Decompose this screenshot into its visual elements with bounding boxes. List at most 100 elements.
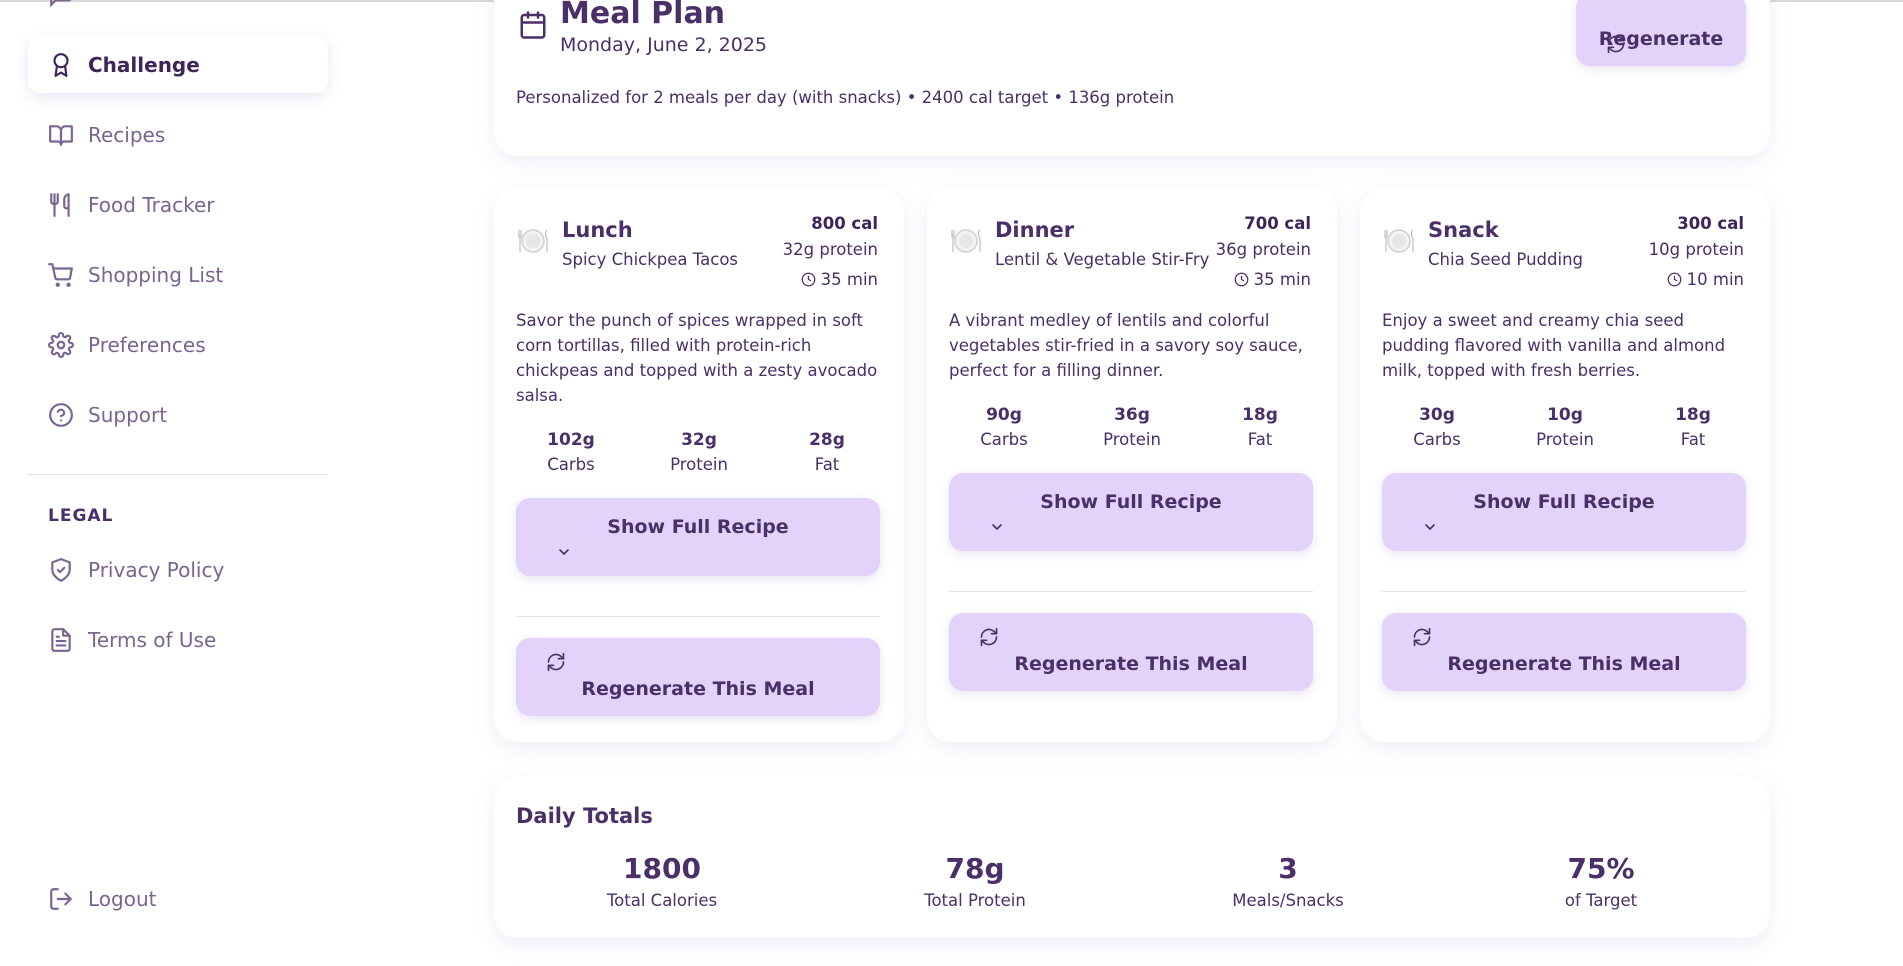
show-full-recipe-button[interactable]: Show Full Recipe xyxy=(1382,473,1746,551)
meal-time-value: 35 min xyxy=(820,270,878,289)
sidebar-item-terms-of-use[interactable]: Terms of Use xyxy=(28,611,328,668)
meal-divider xyxy=(516,616,880,617)
sidebar-divider xyxy=(28,474,328,475)
sidebar-item-food-tracker[interactable]: Food Tracker xyxy=(28,176,328,233)
regenerate-meal-button[interactable]: Regenerate This Meal xyxy=(516,638,880,716)
meal-description: Enjoy a sweet and creamy chia seed puddi… xyxy=(1382,311,1726,380)
meal-divider xyxy=(949,591,1313,592)
cart-icon xyxy=(48,262,73,287)
chevron-down-icon xyxy=(559,549,569,555)
sidebar-item-shopping-list[interactable]: Shopping List xyxy=(28,246,328,303)
regenerate-meal-label: Regenerate This Meal xyxy=(581,678,815,700)
refresh-icon xyxy=(547,652,565,672)
sidebar-item-support[interactable]: Support xyxy=(28,386,328,443)
sidebar-item-label: Challenge xyxy=(88,52,200,77)
regenerate-meal-button[interactable]: Regenerate This Meal xyxy=(1382,613,1746,691)
logout-label: Logout xyxy=(88,886,157,911)
macro-value: 18g xyxy=(1675,405,1711,425)
chat-icon xyxy=(50,0,72,8)
meal-description: Savor the punch of spices wrapped in sof… xyxy=(516,311,878,405)
show-full-recipe-label: Show Full Recipe xyxy=(607,516,789,538)
regenerate-meal-button[interactable]: Regenerate This Meal xyxy=(949,613,1313,691)
sidebar-item-preferences[interactable]: Preferences xyxy=(28,316,328,373)
total-target: 75% of Target xyxy=(1481,852,1721,910)
clock-icon xyxy=(801,272,816,287)
book-icon xyxy=(49,124,73,146)
meal-calories: 300 cal xyxy=(1677,214,1744,233)
total-value: 3 xyxy=(1278,852,1298,885)
sidebar-item-label: Terms of Use xyxy=(88,627,217,652)
macro-fat: 18g Fat xyxy=(1205,405,1315,449)
plate-icon xyxy=(951,229,981,253)
daily-totals: Daily Totals 1800 Total Calories 78g Total… xyxy=(494,776,1770,938)
sidebar-item-recipes[interactable]: Recipes xyxy=(28,106,328,163)
sidebar-item-label: Support xyxy=(88,402,168,427)
macro-value: 36g xyxy=(1114,405,1150,425)
macro-value: 10g xyxy=(1547,405,1583,425)
clock-icon xyxy=(1234,272,1249,287)
macro-protein: 32g Protein xyxy=(644,430,754,474)
meal-card-snack: Snack Chia Seed Pudding 300 cal 10g prot… xyxy=(1360,188,1770,742)
meal-name: Spicy Chickpea Tacos xyxy=(562,250,739,269)
meal-card-dinner: Dinner Lentil & Vegetable Stir-Fry 700 c… xyxy=(927,188,1337,742)
sidebar-item-challenge[interactable]: Challenge xyxy=(28,36,328,93)
refresh-icon xyxy=(1413,627,1431,647)
show-full-recipe-button[interactable]: Show Full Recipe xyxy=(949,473,1313,551)
plan-description: Personalized for 2 meals per day (with s… xyxy=(516,88,1175,107)
document-icon xyxy=(51,627,71,652)
meal-protein: 32g protein xyxy=(782,240,878,259)
logout-icon xyxy=(50,887,72,910)
macro-label: Protein xyxy=(670,455,728,474)
macro-value: 28g xyxy=(809,430,845,450)
macro-label: Fat xyxy=(1247,430,1273,449)
meal-protein: 10g protein xyxy=(1648,240,1744,259)
gear-icon xyxy=(48,331,74,358)
macro-label: Protein xyxy=(1103,430,1161,449)
meal-card-lunch: Lunch Spicy Chickpea Tacos 800 cal 32g p… xyxy=(494,188,904,742)
macro-value: 30g xyxy=(1419,405,1455,425)
shield-check-icon xyxy=(51,557,71,582)
sidebar-item-label: Food Tracker xyxy=(88,192,215,217)
meal-time-value: 10 min xyxy=(1686,270,1744,289)
total-label: Total Calories xyxy=(606,891,718,910)
sidebar-item-label: Preferences xyxy=(88,332,206,357)
macro-fat: 28g Fat xyxy=(772,430,882,474)
sidebar-item-label: Recipes xyxy=(88,122,166,147)
meal-description: A vibrant medley of lentils and colorful… xyxy=(949,311,1303,380)
macro-value: 90g xyxy=(986,405,1022,425)
total-value: 1800 xyxy=(623,852,701,885)
meal-divider xyxy=(1382,591,1746,592)
show-full-recipe-button[interactable]: Show Full Recipe xyxy=(516,498,880,576)
total-value: 75% xyxy=(1567,852,1635,885)
show-full-recipe-label: Show Full Recipe xyxy=(1040,491,1222,513)
macro-label: Carbs xyxy=(547,455,595,474)
macro-fat: 18g Fat xyxy=(1638,405,1748,449)
meal-time: 35 min xyxy=(801,270,878,289)
total-label: Total Protein xyxy=(924,891,1026,910)
meal-time: 10 min xyxy=(1667,270,1744,289)
meal-calories: 800 cal xyxy=(811,214,878,233)
meal-name: Chia Seed Pudding xyxy=(1428,250,1583,269)
meal-type: Dinner xyxy=(995,218,1075,242)
regenerate-meal-label: Regenerate This Meal xyxy=(1447,653,1681,675)
regenerate-meal-label: Regenerate This Meal xyxy=(1014,653,1248,675)
total-label: of Target xyxy=(1564,891,1638,910)
meal-protein: 36g protein xyxy=(1215,240,1311,259)
macro-carbs: 90g Carbs xyxy=(949,405,1059,449)
plate-icon xyxy=(1384,229,1414,253)
meal-time-value: 35 min xyxy=(1253,270,1311,289)
sidebar-item-label: Shopping List xyxy=(88,262,224,287)
show-full-recipe-label: Show Full Recipe xyxy=(1473,491,1655,513)
total-value: 78g xyxy=(945,852,1005,885)
legal-heading: LEGAL xyxy=(48,506,114,526)
sidebar-item-label: Privacy Policy xyxy=(88,557,225,582)
logout-button[interactable]: Logout xyxy=(28,870,328,927)
sidebar-item-privacy-policy[interactable]: Privacy Policy xyxy=(28,541,328,598)
regenerate-plan-button[interactable]: Regenerate xyxy=(1576,0,1746,66)
chevron-down-icon xyxy=(992,524,1002,530)
plan-date: Monday, June 2, 2025 xyxy=(560,34,768,56)
macro-value: 18g xyxy=(1242,405,1278,425)
meal-type: Snack xyxy=(1428,218,1499,242)
macro-carbs: 30g Carbs xyxy=(1382,405,1492,449)
award-icon xyxy=(53,52,69,77)
